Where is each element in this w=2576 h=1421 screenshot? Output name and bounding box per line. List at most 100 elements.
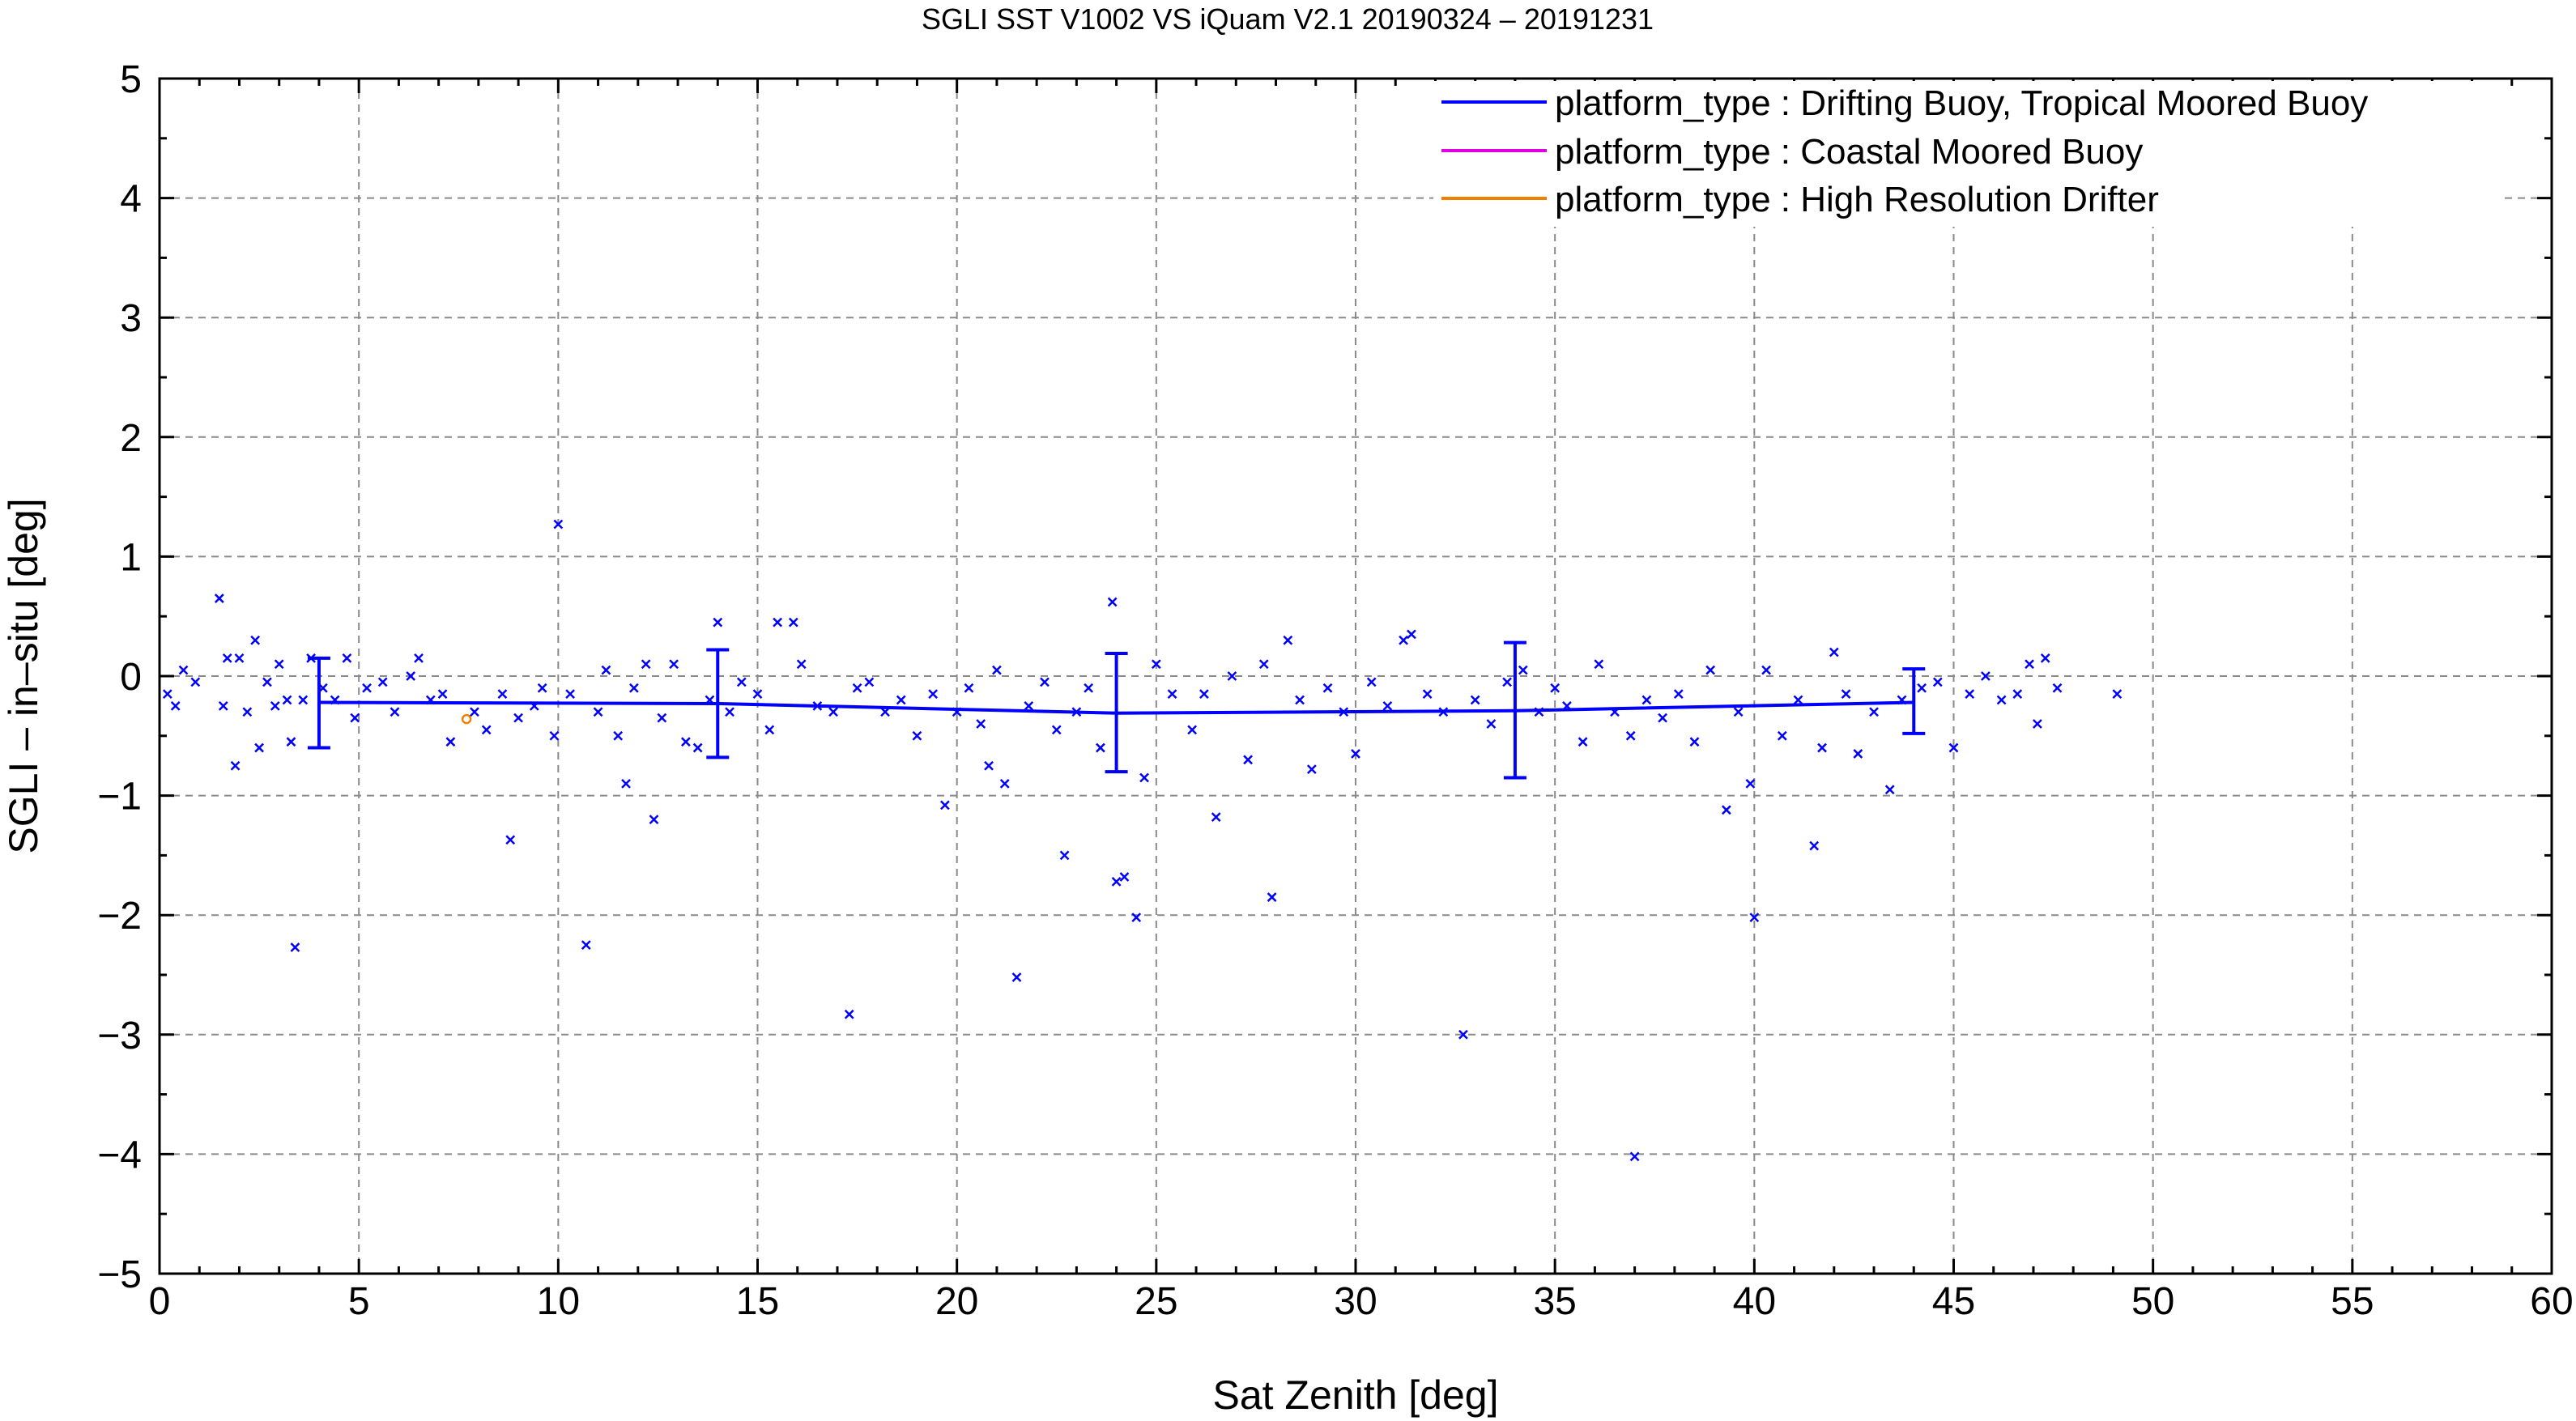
- x-tick-label: 50: [2131, 1280, 2174, 1323]
- data-point-drifting-buoy: [1407, 629, 1416, 640]
- error-bars: [307, 640, 1926, 780]
- data-point-drifting-buoy: [1011, 972, 1022, 982]
- data-point-drifting-buoy: [844, 1009, 854, 1019]
- data-point-drifting-buoy: [657, 713, 667, 723]
- data-point-drifting-buoy: [725, 707, 734, 717]
- data-point-drifting-buoy: [553, 519, 564, 530]
- data-point-drifting-buoy: [481, 725, 492, 735]
- data-point-drifting-buoy: [218, 701, 228, 711]
- data-point-drifting-buoy: [286, 737, 296, 747]
- data-point-drifting-buoy: [162, 689, 172, 700]
- data-point-drifting-buoy: [1119, 872, 1130, 882]
- data-point-drifting-buoy: [773, 617, 783, 628]
- data-point-drifting-buoy: [270, 701, 280, 711]
- data-point-drifting-buoy: [1024, 701, 1034, 711]
- y-tick-label: −3: [97, 1015, 142, 1057]
- data-point-drifting-buoy: [1689, 737, 1700, 747]
- data-point-drifting-buoy: [377, 677, 388, 687]
- x-tick-label: 10: [537, 1280, 580, 1323]
- data-point-drifting-buoy: [852, 683, 862, 693]
- x-tick-label: 15: [736, 1280, 779, 1323]
- data-point-drifting-buoy: [1139, 772, 1149, 783]
- data-point-drifting-buoy: [250, 635, 261, 645]
- data-point-drifting-buoy: [1965, 689, 1975, 700]
- data-point-drifting-buoy: [2012, 689, 2023, 700]
- data-point-drifting-buoy: [1422, 689, 1433, 700]
- data-point-drifting-buoy: [992, 665, 1002, 675]
- data-point-drifting-buoy: [2033, 719, 2042, 729]
- data-point-drifting-buoy: [601, 665, 611, 675]
- scatter-points: [162, 519, 2123, 1162]
- data-point-drifting-buoy: [362, 683, 372, 693]
- data-point-drifting-buoy: [170, 701, 181, 711]
- y-tick-label: 1: [120, 536, 142, 579]
- data-point-drifting-buoy: [680, 737, 691, 747]
- data-point-drifting-buoy: [1486, 719, 1497, 729]
- data-point-drifting-buoy: [1761, 665, 1771, 675]
- chart-title: SGLI SST V1002 VS iQuam V2.1 20190324 – …: [922, 2, 1654, 36]
- data-point-drifting-buoy: [964, 683, 974, 693]
- data-point-drifting-buoy: [1470, 695, 1480, 705]
- data-point-drifting-buoy: [549, 730, 560, 741]
- data-point-drifting-buoy: [1258, 659, 1269, 670]
- data-point-drifting-buoy: [298, 695, 309, 705]
- data-point-drifting-buoy: [1211, 812, 1221, 823]
- y-tick-label: −4: [97, 1134, 142, 1176]
- data-point-drifting-buoy: [1981, 671, 1991, 681]
- x-tick-label: 25: [1135, 1280, 1177, 1323]
- data-point-drifting-buoy: [713, 617, 723, 628]
- data-point-drifting-buoy: [613, 730, 624, 741]
- data-point-drifting-buoy: [1040, 677, 1050, 687]
- data-point-drifting-buoy: [1059, 850, 1070, 861]
- data-point-drifting-buoy: [1948, 742, 1959, 753]
- data-point-drifting-buoy: [1625, 730, 1636, 741]
- error-bar: [1902, 667, 1926, 735]
- data-point-drifting-buoy: [828, 707, 838, 717]
- data-point-drifting-buoy: [736, 677, 747, 687]
- data-point-drifting-buoy: [999, 778, 1010, 789]
- data-point-drifting-buoy: [621, 778, 631, 789]
- data-point-drifting-buoy: [1084, 683, 1094, 693]
- data-point-drifting-buoy: [470, 707, 479, 717]
- data-point-drifting-buoy: [1917, 683, 1927, 693]
- data-point-drifting-buoy: [1458, 1029, 1468, 1040]
- data-point-drifting-buoy: [1151, 659, 1161, 670]
- y-tick-label: −1: [97, 776, 142, 819]
- data-point-drifting-buoy: [1996, 695, 2007, 705]
- data-point-drifting-buoy: [1869, 707, 1879, 717]
- data-point-drifting-buoy: [593, 707, 603, 717]
- data-point-drifting-buoy: [1051, 725, 1062, 735]
- data-point-drifting-buoy: [1243, 755, 1253, 765]
- x-tick-label: 30: [1334, 1280, 1377, 1323]
- x-axis-title: Sat Zenith [deg]: [1212, 1372, 1498, 1418]
- legend-label-drifting-buoy: platform_type : Drifting Buoy, Tropical …: [1555, 83, 2368, 123]
- x-tick-label: 5: [348, 1280, 370, 1323]
- data-point-drifting-buoy: [1721, 805, 1731, 815]
- data-point-drifting-buoy: [1366, 677, 1377, 687]
- data-point-drifting-buoy: [1884, 785, 1895, 795]
- data-point-drifting-buoy: [1351, 749, 1360, 759]
- data-point-drifting-buoy: [1111, 876, 1122, 887]
- error-bar: [307, 656, 330, 750]
- y-tick-label: 3: [120, 297, 142, 340]
- data-point-drifting-buoy: [505, 835, 516, 845]
- data-point-drifting-buoy: [1283, 635, 1293, 645]
- data-point-drifting-buoy: [414, 653, 424, 663]
- y-tick-label: −2: [97, 895, 142, 938]
- error-bar: [1503, 640, 1526, 780]
- y-tick-label: 5: [120, 58, 142, 101]
- data-point-drifting-buoy: [1673, 689, 1684, 700]
- data-point-drifting-buoy: [1167, 689, 1177, 700]
- data-point-drifting-buoy: [190, 677, 201, 687]
- data-point-drifting-buoy: [1745, 778, 1756, 789]
- x-tick-label: 40: [1733, 1280, 1776, 1323]
- data-point-drifting-buoy: [581, 940, 591, 950]
- x-tick-label: 55: [2331, 1280, 2374, 1323]
- data-point-drifting-buoy: [1107, 597, 1118, 607]
- data-point-drifting-buoy: [513, 713, 523, 723]
- data-point-drifting-buoy: [222, 653, 232, 663]
- data-point-drifting-buoy: [1131, 913, 1142, 923]
- data-point-drifting-buoy: [390, 707, 400, 717]
